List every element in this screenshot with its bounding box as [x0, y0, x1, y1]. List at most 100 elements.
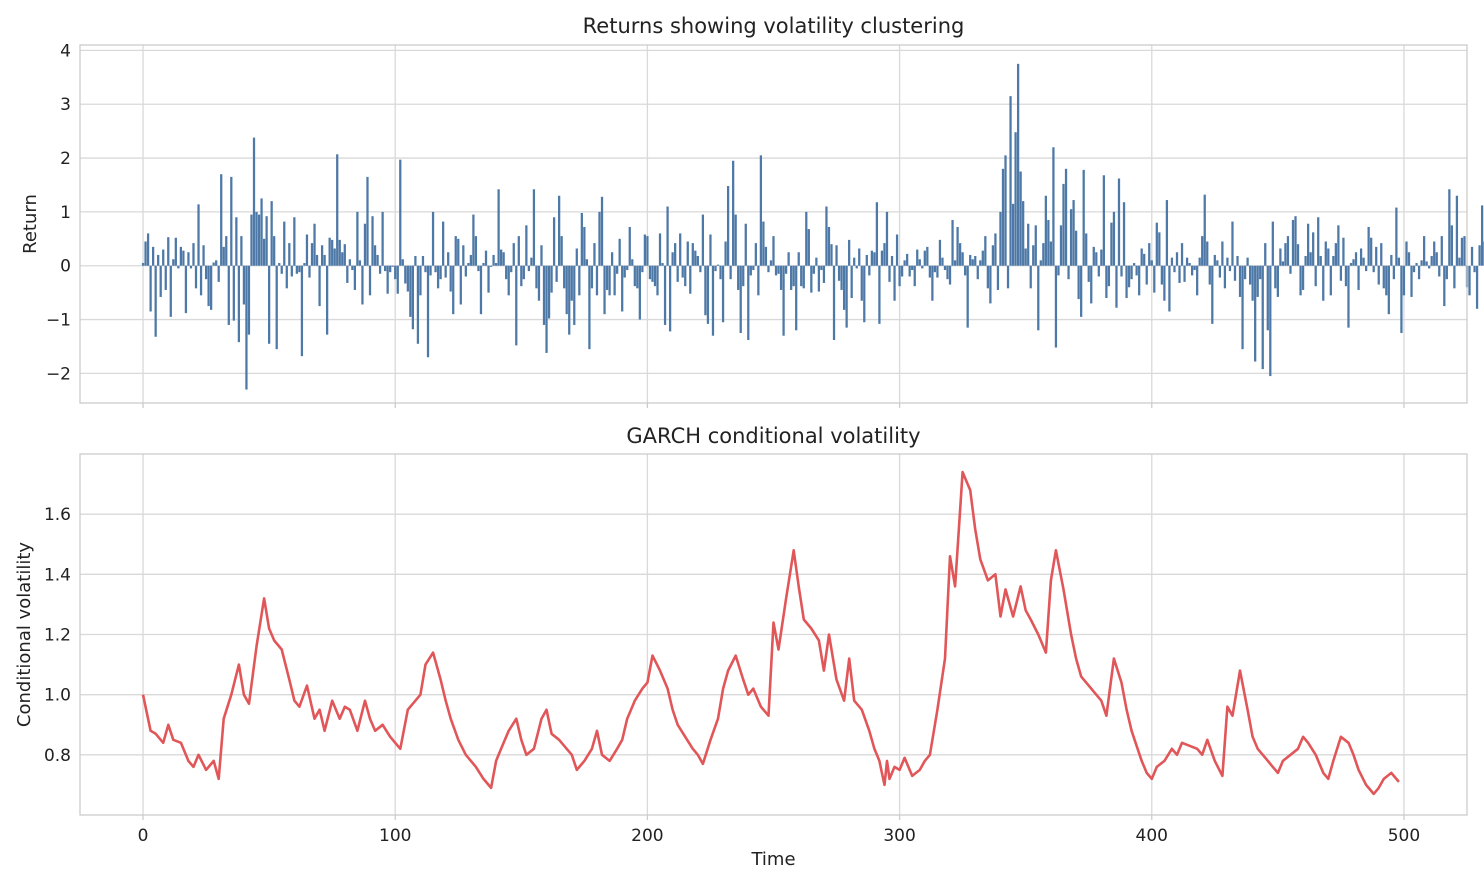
return-bar [1153, 265, 1156, 293]
return-bar [1135, 265, 1138, 276]
returns-y-tick-label: −2 [46, 364, 71, 384]
return-bar [273, 236, 276, 266]
return-bar [204, 265, 208, 280]
return-bar [1120, 265, 1123, 277]
return-bar [1261, 265, 1264, 370]
return-bar [416, 265, 420, 344]
return-bar [1251, 265, 1254, 301]
return-bar [1390, 254, 1393, 266]
return-bar [1029, 265, 1032, 289]
return-bar [860, 265, 863, 301]
return-bar [1246, 257, 1249, 266]
return-bar [605, 265, 609, 290]
return-bar [547, 265, 551, 319]
return-bar [1155, 222, 1158, 266]
return-bar [961, 252, 964, 266]
return-bar [1296, 244, 1300, 266]
return-bar [701, 214, 705, 266]
return-bar [164, 265, 167, 290]
return-bar [1480, 205, 1484, 266]
return-bar [305, 234, 309, 266]
return-bar [515, 265, 518, 346]
return-bar [245, 265, 248, 390]
return-bar [971, 259, 974, 266]
return-bar [280, 265, 283, 274]
returns-bars [141, 63, 1484, 390]
return-bar [1327, 248, 1330, 266]
return-bar [386, 265, 389, 294]
volatility-grid [80, 454, 1467, 815]
return-bar [661, 263, 664, 266]
return-bar [552, 217, 556, 266]
return-bar [348, 259, 351, 266]
return-bar [1299, 265, 1302, 296]
return-bar [1211, 265, 1214, 324]
return-bar [479, 265, 483, 315]
return-bar [754, 243, 757, 266]
return-bar [1248, 265, 1252, 285]
return-bar [895, 234, 899, 266]
return-bar [991, 245, 995, 266]
return-bar [616, 265, 619, 274]
return-bar [421, 256, 425, 266]
return-bar [401, 259, 404, 266]
return-bar [974, 256, 977, 266]
return-bar [260, 198, 263, 266]
return-bar [875, 202, 879, 266]
return-bar [1163, 265, 1166, 301]
return-bar [505, 265, 508, 280]
return-bar [215, 260, 218, 266]
return-bar [1289, 265, 1292, 274]
return-bar [1448, 189, 1451, 266]
return-bar [396, 265, 399, 294]
return-bar [502, 252, 505, 266]
return-bar [146, 233, 150, 266]
return-bar [565, 265, 568, 315]
return-bar [1354, 252, 1358, 266]
return-bar [1344, 265, 1348, 287]
returns-grid [80, 45, 1467, 403]
return-bar [361, 265, 364, 305]
return-bar [994, 233, 997, 266]
return-bar [550, 265, 553, 293]
return-bar [346, 265, 349, 283]
return-bar [1410, 265, 1413, 297]
return-bar [472, 214, 475, 266]
return-bar [737, 265, 740, 290]
return-bar [1180, 243, 1184, 266]
return-bar [777, 265, 780, 274]
return-bar [890, 256, 894, 266]
return-bar [1213, 254, 1216, 266]
return-bar [1057, 265, 1060, 276]
return-bar [752, 265, 755, 271]
return-bar [492, 254, 495, 266]
return-bar [318, 265, 321, 307]
returns-y-axis-label: Return [20, 194, 41, 254]
volatility-x-ticks: 0 100 200 300 400 500 [138, 815, 1420, 846]
return-bar [658, 233, 662, 266]
return-bar [444, 265, 447, 278]
return-bar [568, 265, 571, 335]
return-bar [976, 265, 979, 280]
return-bar [320, 245, 324, 266]
return-bar [1312, 232, 1315, 266]
return-bar [1226, 257, 1229, 266]
returns-y-tick-label: 2 [60, 149, 71, 169]
return-bar [1281, 261, 1285, 266]
volatility-panel: 0.8 1.0 1.2 1.4 1.6 0 100 200 300 400 500 GARCH c… [14, 424, 1468, 870]
return-bar [1236, 256, 1239, 266]
return-bar [237, 265, 241, 343]
return-bar [1072, 200, 1075, 266]
return-bar [593, 243, 596, 266]
return-bar [1264, 243, 1267, 266]
return-bar [1337, 225, 1340, 266]
return-bar [656, 265, 659, 296]
return-bar [1440, 236, 1443, 266]
return-bar [378, 265, 382, 274]
return-bar [262, 238, 266, 266]
return-bar [376, 254, 379, 266]
return-bar [177, 265, 180, 269]
return-bar [1115, 265, 1118, 308]
return-bar [1188, 263, 1191, 266]
return-bar [716, 264, 720, 266]
